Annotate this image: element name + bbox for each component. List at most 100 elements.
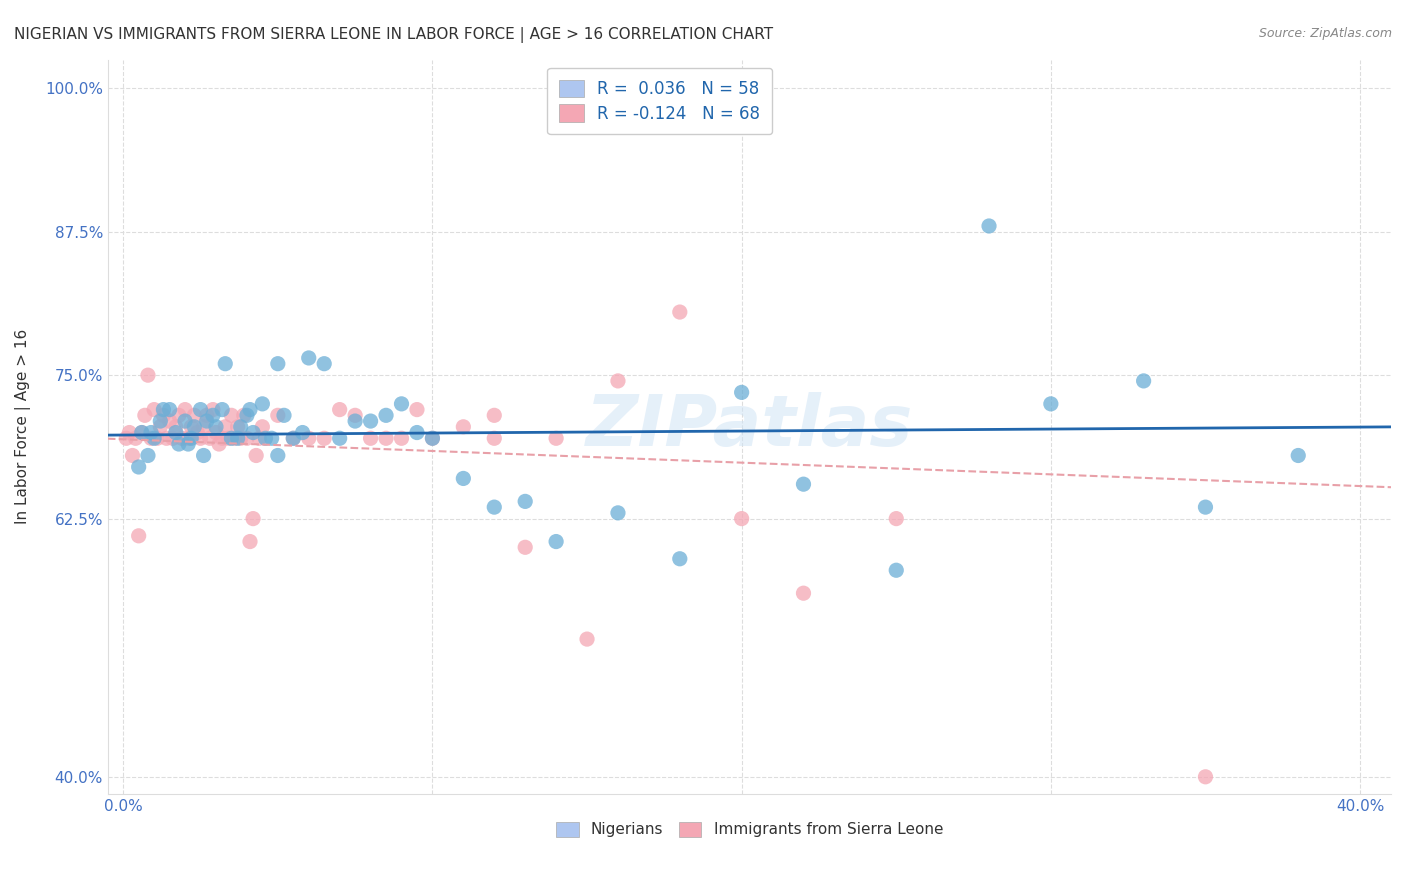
Point bbox=[515, 541, 537, 555]
Point bbox=[391, 431, 413, 445]
Point bbox=[484, 500, 506, 515]
Point bbox=[115, 431, 138, 445]
Point bbox=[193, 419, 215, 434]
Point bbox=[239, 402, 262, 417]
Point bbox=[329, 431, 352, 445]
Point bbox=[152, 402, 174, 417]
Point bbox=[314, 431, 336, 445]
Point bbox=[283, 431, 305, 445]
Point bbox=[406, 425, 429, 440]
Point bbox=[167, 409, 190, 423]
Point bbox=[344, 409, 367, 423]
Point bbox=[391, 397, 413, 411]
Point bbox=[195, 409, 218, 423]
Point bbox=[229, 431, 252, 445]
Point bbox=[208, 437, 231, 451]
Point bbox=[143, 431, 166, 445]
Point bbox=[183, 419, 205, 434]
Point bbox=[884, 563, 907, 577]
Point bbox=[484, 431, 506, 445]
Point bbox=[183, 409, 205, 423]
Point bbox=[375, 431, 398, 445]
Point bbox=[792, 586, 814, 600]
Point bbox=[236, 431, 259, 445]
Point bbox=[1194, 500, 1216, 515]
Point bbox=[139, 431, 162, 445]
Point bbox=[167, 437, 190, 451]
Point bbox=[291, 425, 314, 440]
Point bbox=[884, 511, 907, 525]
Point bbox=[155, 431, 177, 445]
Point bbox=[180, 431, 202, 445]
Point bbox=[128, 460, 150, 475]
Point bbox=[484, 409, 506, 423]
Point bbox=[205, 419, 228, 434]
Point bbox=[242, 511, 264, 525]
Point bbox=[254, 431, 277, 445]
Point bbox=[236, 409, 259, 423]
Point bbox=[190, 402, 212, 417]
Point bbox=[730, 511, 752, 525]
Point bbox=[247, 431, 270, 445]
Point bbox=[121, 449, 143, 463]
Point bbox=[139, 425, 162, 440]
Point bbox=[792, 477, 814, 491]
Point bbox=[214, 357, 236, 371]
Point bbox=[221, 431, 243, 445]
Point bbox=[174, 414, 197, 428]
Point bbox=[146, 431, 169, 445]
Point bbox=[730, 385, 752, 400]
Point bbox=[159, 402, 181, 417]
Point bbox=[136, 368, 159, 383]
Point bbox=[165, 419, 187, 434]
Point bbox=[1194, 770, 1216, 784]
Point bbox=[1286, 449, 1309, 463]
Point bbox=[977, 219, 1000, 233]
Point bbox=[128, 529, 150, 543]
Point bbox=[221, 409, 243, 423]
Point bbox=[260, 431, 283, 445]
Point bbox=[136, 449, 159, 463]
Point bbox=[1039, 397, 1062, 411]
Text: NIGERIAN VS IMMIGRANTS FROM SIERRA LEONE IN LABOR FORCE | AGE > 16 CORRELATION C: NIGERIAN VS IMMIGRANTS FROM SIERRA LEONE… bbox=[14, 27, 773, 43]
Point bbox=[217, 431, 239, 445]
Point bbox=[360, 431, 382, 445]
Legend: Nigerians, Immigrants from Sierra Leone: Nigerians, Immigrants from Sierra Leone bbox=[548, 814, 950, 845]
Point bbox=[375, 409, 398, 423]
Point bbox=[360, 414, 382, 428]
Point bbox=[252, 397, 274, 411]
Point bbox=[344, 414, 367, 428]
Point bbox=[232, 409, 254, 423]
Point bbox=[143, 402, 166, 417]
Point bbox=[453, 419, 475, 434]
Point bbox=[453, 471, 475, 485]
Point bbox=[152, 409, 174, 423]
Point bbox=[205, 425, 228, 440]
Point bbox=[174, 402, 197, 417]
Point bbox=[177, 431, 200, 445]
Point bbox=[214, 419, 236, 434]
Point bbox=[201, 402, 224, 417]
Point bbox=[607, 374, 630, 388]
Point bbox=[180, 419, 202, 434]
Point bbox=[267, 357, 290, 371]
Point bbox=[170, 431, 193, 445]
Point bbox=[190, 431, 212, 445]
Point bbox=[669, 551, 692, 566]
Point bbox=[1132, 374, 1154, 388]
Point bbox=[422, 431, 444, 445]
Point bbox=[546, 431, 568, 445]
Point bbox=[406, 402, 429, 417]
Point bbox=[229, 419, 252, 434]
Point bbox=[195, 414, 218, 428]
Point bbox=[422, 431, 444, 445]
Point bbox=[546, 534, 568, 549]
Point bbox=[198, 431, 221, 445]
Point bbox=[124, 431, 146, 445]
Point bbox=[186, 425, 208, 440]
Point bbox=[159, 414, 181, 428]
Point bbox=[669, 305, 692, 319]
Text: Source: ZipAtlas.com: Source: ZipAtlas.com bbox=[1258, 27, 1392, 40]
Point bbox=[273, 409, 295, 423]
Point bbox=[515, 494, 537, 508]
